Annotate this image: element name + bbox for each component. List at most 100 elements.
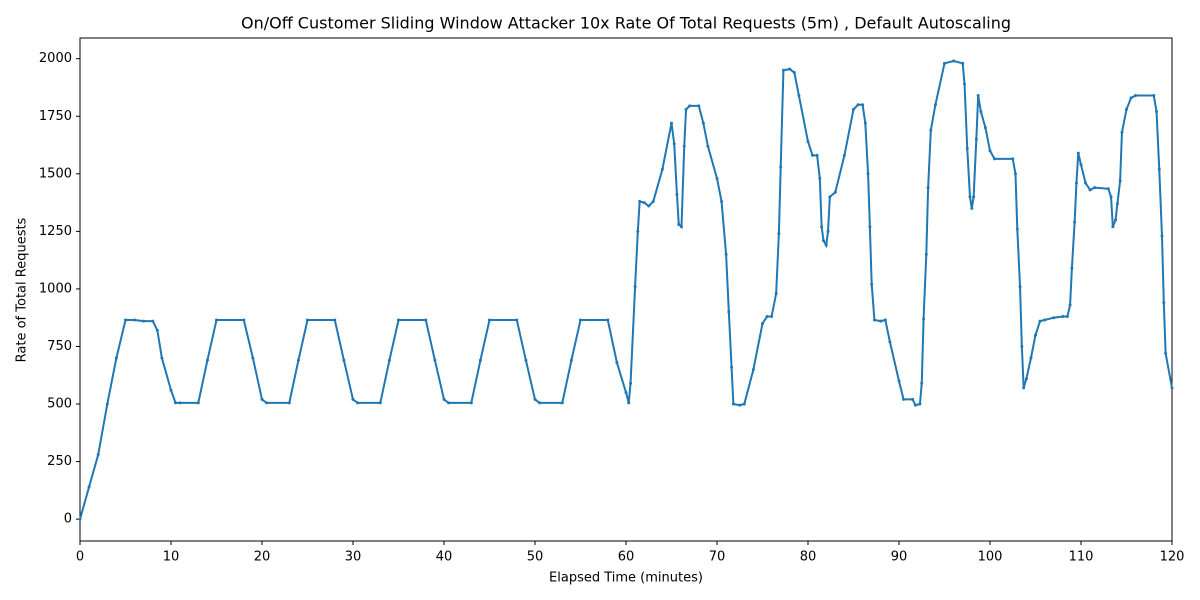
data-point [979, 110, 983, 114]
data-point [993, 157, 997, 161]
data-point [1157, 167, 1161, 171]
x-tick-label: 60 [618, 550, 635, 565]
data-point [833, 190, 837, 194]
data-point [672, 142, 676, 146]
data-line [79, 59, 1173, 520]
data-point [828, 195, 832, 199]
data-point [433, 358, 437, 362]
data-point [922, 317, 926, 321]
data-point [774, 292, 778, 296]
data-point [742, 402, 746, 406]
data-point [178, 401, 182, 405]
data-point [856, 103, 860, 107]
data-point [963, 82, 967, 86]
data-point [647, 204, 651, 208]
data-point [579, 318, 582, 322]
data-point [1034, 333, 1037, 337]
data-point [777, 232, 781, 236]
data-point [682, 144, 686, 148]
data-point [988, 149, 992, 153]
data-point [792, 71, 796, 75]
data-point [926, 186, 930, 190]
data-point [87, 485, 91, 489]
data-point [806, 140, 810, 144]
data-point [615, 361, 619, 365]
data-point [78, 517, 82, 521]
data-point [1018, 285, 1022, 289]
data-point [1038, 319, 1042, 323]
data-point [1011, 157, 1015, 161]
data-point [868, 225, 872, 229]
data-point [820, 225, 824, 229]
y-tick-label: 1750 [39, 109, 72, 124]
data-point [976, 94, 980, 98]
data-point [1013, 172, 1017, 176]
data-point [727, 310, 731, 314]
data-point [642, 201, 646, 205]
data-point [114, 356, 118, 360]
x-tick-label: 30 [345, 550, 362, 565]
data-point [970, 206, 974, 210]
data-point [378, 401, 382, 405]
data-point [260, 397, 264, 401]
data-point [447, 401, 451, 405]
data-point [1134, 94, 1138, 98]
data-point [697, 104, 701, 108]
data-point [629, 381, 633, 385]
data-point [684, 107, 688, 111]
data-point [913, 403, 917, 407]
data-point [788, 67, 792, 71]
data-point [1164, 351, 1168, 355]
data-point [1015, 227, 1019, 231]
y-tick-label: 2000 [39, 51, 72, 66]
data-point [872, 318, 876, 322]
data-point [169, 388, 173, 392]
data-point [677, 222, 681, 226]
data-point [1106, 187, 1110, 191]
x-axis-label: Elapsed Time (minutes) [549, 571, 703, 586]
data-point [680, 225, 684, 229]
data-point [1120, 130, 1124, 134]
data-point [627, 401, 631, 405]
data-point [974, 137, 978, 141]
data-point [1129, 96, 1133, 100]
data-point [879, 319, 883, 323]
data-point [952, 59, 956, 63]
data-point [730, 365, 734, 369]
data-point [972, 195, 976, 199]
data-point [715, 176, 719, 180]
data-point [765, 315, 769, 319]
data-point [1070, 266, 1074, 270]
data-point [1114, 218, 1118, 222]
data-point [866, 172, 870, 176]
data-point [387, 358, 391, 362]
data-point [1022, 386, 1026, 390]
data-point [1073, 220, 1077, 224]
data-point [968, 195, 972, 199]
y-axis-label: Rate of Total Requests [15, 217, 30, 362]
x-tick-label: 70 [709, 550, 726, 565]
data-point [1061, 315, 1065, 319]
data-point [1074, 181, 1078, 185]
x-tick-label: 10 [163, 550, 180, 565]
data-point [160, 356, 164, 360]
data-point [569, 358, 573, 362]
data-point [538, 401, 542, 405]
data-point [706, 144, 710, 148]
data-point [397, 318, 400, 322]
data-point [96, 453, 100, 457]
y-tick-label: 750 [47, 339, 72, 354]
data-point [924, 252, 928, 256]
data-point [781, 68, 785, 72]
data-point [1125, 107, 1128, 111]
data-point [1152, 94, 1156, 98]
data-point [606, 318, 610, 322]
data-point [105, 402, 109, 406]
data-point [633, 285, 637, 289]
data-point [821, 239, 825, 243]
data-point [151, 319, 155, 323]
data-point [738, 403, 742, 407]
data-point [920, 381, 924, 385]
data-point [478, 358, 482, 362]
